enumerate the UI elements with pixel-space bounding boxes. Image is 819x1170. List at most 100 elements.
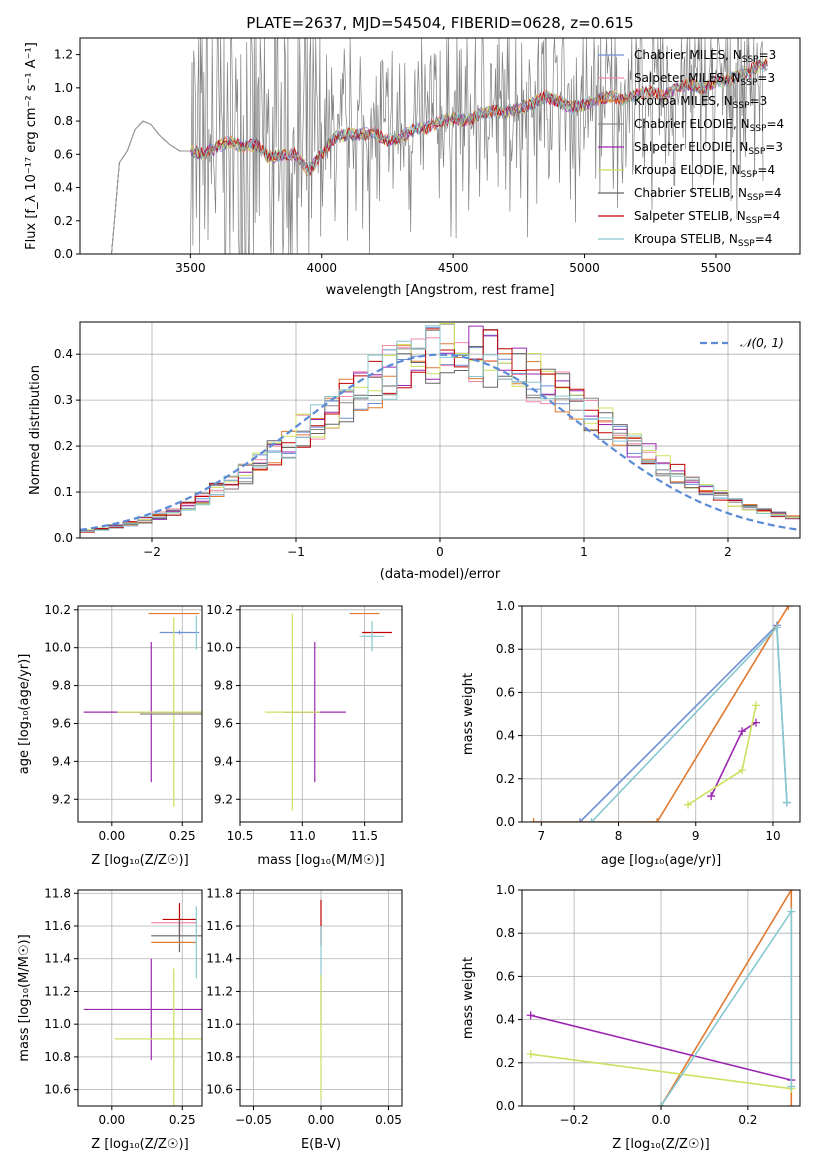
grid-lines	[78, 606, 202, 822]
ytick-label: 10.6	[44, 1083, 71, 1097]
ytick-label: 11.8	[44, 886, 71, 900]
ytick-label: 10.8	[206, 1050, 233, 1064]
massweight-vs-Z-panel: −0.2 0.0 0.2 0.0 0.2 0.4 0.6 0.8 1.0 Z [log₁₀(Z/Z…	[461, 883, 801, 1152]
ytick-label: 10.8	[44, 1050, 71, 1064]
plot-area	[83, 903, 202, 1106]
ytick-label: 11.0	[44, 1017, 71, 1031]
clipped-plot	[529, 606, 793, 822]
mass-vs-EBV-panel: −0.05 0.00 0.05 10.6 10.8 11.0 11.2 11.4 11.6 11.…	[206, 886, 403, 1152]
spectrum-plot-area	[111, 38, 768, 254]
age-vs-Z-panel: 0.00 0.25 9.2 9.4 9.6 9.8 10.0 10.2 Z [log₁₀(Z/Z…	[17, 603, 203, 868]
spectrum-title: PLATE=2637, MJD=54504, FIBERID=0628, z=0…	[246, 14, 633, 32]
weight-marker	[787, 907, 796, 916]
plot-area	[83, 612, 202, 807]
spectrum-ytick-label: 0.6	[54, 147, 73, 161]
grid-lines	[522, 889, 800, 1107]
axis-ticks: 0.00 0.25 10.6 10.8 11.0 11.2 11.4 11.6 11.8	[44, 886, 195, 1127]
spectrum-ytick-label: 1.2	[54, 48, 73, 62]
clipped-plot	[83, 903, 202, 1106]
axes-frame	[239, 605, 403, 823]
histogram-ytick-label: 0.0	[54, 531, 73, 545]
ytick-label: 11.2	[206, 984, 233, 998]
spectrum-xlabel: wavelength [Angstrom, rest frame]	[326, 283, 555, 298]
xlabel: age [log₁₀(age/yr)]	[601, 853, 722, 868]
xlabel: mass [log₁₀(M/M☉)]	[257, 853, 384, 868]
xlabel: E(B-V)	[301, 1137, 341, 1152]
spectrum-ytick-label: 1.0	[54, 81, 73, 95]
spectrum-ytick-label: 0.8	[54, 114, 73, 128]
grid-lines	[239, 606, 402, 822]
legend-entry: Salpeter MILES, NSSP=3	[634, 71, 775, 88]
histogram-ytick-label: 0.1	[54, 485, 73, 499]
ytick-label: 9.8	[214, 679, 233, 693]
axis-ticks: 10.5 11.0 11.5 9.2 9.4 9.6 9.8 10.0 10.2	[206, 603, 378, 843]
grid-lines	[78, 890, 202, 1106]
weight-marker	[653, 818, 662, 822]
xtick-label: −0.05	[235, 1113, 272, 1127]
ytick-label: 9.4	[52, 754, 71, 768]
ytick-label: 9.2	[52, 792, 71, 806]
weight-marker	[575, 818, 584, 822]
weight-series-2	[530, 1053, 792, 1090]
legend-entry: Chabrier ELODIE, NSSP=4	[634, 117, 784, 134]
legend-entry: Chabrier STELIB, NSSP=4	[634, 186, 782, 203]
xtick-label: 7	[537, 829, 545, 843]
ytick-label: 10.0	[206, 641, 233, 655]
axes-frame	[521, 889, 801, 1107]
histogram-xtick-label: 2	[724, 545, 732, 559]
xtick-label: 9	[692, 829, 700, 843]
ytick-label: 11.0	[206, 1017, 233, 1031]
massweight-vs-age-panel: 7 8 9 10 0.0 0.2 0.4 0.6 0.8 1.0 age [log₁₀(age/yr…	[461, 599, 801, 868]
xlabel: Z [log₁₀(Z/Z☉)]	[91, 1137, 188, 1152]
xlabel: Z [log₁₀(Z/Z☉)]	[91, 853, 188, 868]
model-spectrum-salpeter_miles	[111, 57, 768, 254]
ytick-label: 10.6	[206, 1083, 233, 1097]
weight-marker	[684, 800, 693, 809]
weight-marker	[587, 818, 596, 822]
spectrum-panel: PLATE=2637, MJD=54504, FIBERID=0628, z=0…	[24, 14, 801, 298]
ytick-label: 10.2	[206, 603, 233, 617]
ylabel: mass weight	[461, 957, 476, 1039]
histogram-ylabel: Normed distribution	[28, 365, 43, 495]
axis-ticks: 0.00 0.25 9.2 9.4 9.6 9.8 10.0 10.2	[44, 603, 195, 843]
weight-series-1	[533, 606, 790, 822]
ytick-label: 0.6	[496, 685, 515, 699]
clipped-plot	[83, 612, 202, 807]
ytick-label: 0.0	[496, 1099, 515, 1113]
plot-area	[264, 612, 393, 811]
spectrum-ytick-label: 0.0	[54, 247, 73, 261]
weight-marker	[738, 766, 747, 775]
age-vs-mass-panel: 10.5 11.0 11.5 9.2 9.4 9.6 9.8 10.0 10.2 mass [lo…	[206, 603, 403, 868]
histogram-xtick-label: 0	[436, 545, 444, 559]
legend-entry: Kroupa ELODIE, NSSP=4	[634, 163, 775, 180]
axes-frame	[77, 889, 203, 1107]
spectrum-xtick-label: 5500	[701, 261, 732, 275]
xtick-label: 0.25	[169, 1113, 196, 1127]
ytick-label: 11.8	[206, 886, 233, 900]
observed-spectrum-line	[190, 38, 764, 254]
grid-lines	[522, 605, 800, 823]
ytick-label: 9.8	[52, 679, 71, 693]
spectrum-legend: Chabrier MILES, NSSP=3 Salpeter MILES, NS…	[598, 48, 784, 249]
weight-marker	[772, 623, 781, 632]
weight-marker	[526, 1050, 535, 1059]
ytick-label: 0.2	[496, 1056, 515, 1070]
clipped-plot	[264, 612, 393, 811]
ytick-label: 11.6	[206, 919, 233, 933]
ytick-label: 0.0	[496, 815, 515, 829]
ytick-label: 0.4	[496, 729, 515, 743]
axes-frame	[521, 605, 801, 823]
weight-marker	[526, 1011, 535, 1020]
histogram-panel: −2 −1 0 1 2 0.0 0.1 0.2 0.3 0.4 (data-model)/erro…	[28, 321, 801, 582]
legend-entry: 𝒩(0, 1)	[740, 336, 784, 350]
weight-marker	[751, 718, 760, 727]
axes-frame	[239, 889, 403, 1107]
weight-marker	[529, 818, 538, 822]
weight-marker	[751, 701, 760, 710]
gaussian-curve	[80, 353, 800, 531]
ytick-label: 9.6	[52, 716, 71, 730]
ytick-label: 10.0	[44, 641, 71, 655]
ytick-label: 9.6	[214, 716, 233, 730]
histogram-xtick-label: −2	[143, 545, 161, 559]
histogram-xtick-label: 1	[580, 545, 588, 559]
